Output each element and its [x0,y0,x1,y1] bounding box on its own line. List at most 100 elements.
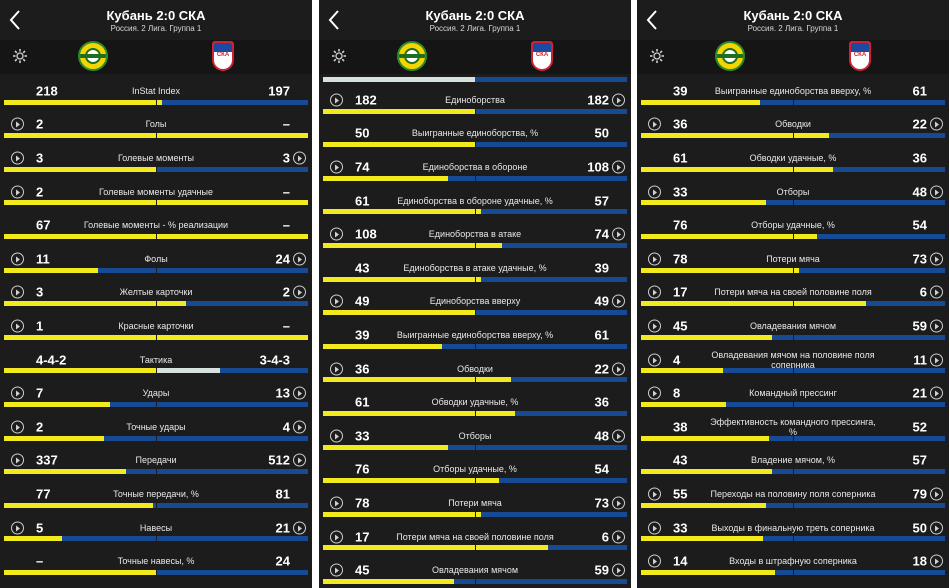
play-home-icon[interactable] [11,185,24,199]
stat-label: Выходы в финальную треть соперника [711,522,875,533]
play-away-icon[interactable] [612,563,625,577]
play-away-icon[interactable] [930,386,943,400]
play-home-icon[interactable] [648,285,661,299]
play-away-icon[interactable] [293,420,306,434]
bar-center-mark [156,400,157,408]
home-share-fill [641,233,818,239]
away-share-fill [499,478,627,484]
divider [312,0,319,588]
home-share-fill [641,536,763,542]
play-home-icon[interactable] [648,117,661,131]
gear-icon[interactable] [331,48,347,64]
bar-center-mark [475,544,476,552]
play-away-icon[interactable] [612,227,625,241]
play-away-icon[interactable] [293,521,306,535]
team-logos-bar: СКА [319,40,631,74]
play-home-icon[interactable] [648,185,661,199]
away-value: 36 [912,150,927,166]
play-home-icon[interactable] [11,420,24,434]
home-value: 45 [355,562,370,578]
play-away-icon[interactable] [612,294,625,308]
stat-row: 5 Навесы 21 [0,511,312,545]
away-value: 11 [913,352,927,368]
play-away-icon[interactable] [612,530,625,544]
home-share-fill [323,578,454,584]
play-home-icon[interactable] [330,294,343,308]
play-away-icon[interactable] [612,160,625,174]
play-home-icon[interactable] [330,227,343,241]
comparison-bar [323,275,627,283]
gear-icon[interactable] [649,48,665,64]
play-away-icon[interactable] [930,185,943,199]
play-home-icon[interactable] [648,353,661,367]
play-home-icon[interactable] [330,93,343,107]
play-home-icon[interactable] [330,362,343,376]
away-share-fill [511,377,627,383]
play-home-icon[interactable] [330,429,343,443]
header: Кубань 2:0 СКА Россия. 2 Лига. Группа 1 [319,0,631,40]
play-away-icon[interactable] [612,496,625,510]
back-arrow-icon[interactable] [645,9,665,31]
play-home-icon[interactable] [11,285,24,299]
away-share-fill [514,410,627,416]
stat-label: Точные передачи, % [113,488,199,499]
gear-icon[interactable] [12,48,28,64]
play-away-icon[interactable] [930,487,943,501]
home-share-fill [323,242,503,248]
play-away-icon[interactable] [930,117,943,131]
play-home-icon[interactable] [330,563,343,577]
play-home-icon[interactable] [11,453,24,467]
play-home-icon[interactable] [648,487,661,501]
away-value: 182 [587,92,609,108]
play-away-icon[interactable] [293,252,306,266]
home-share-fill [641,368,724,374]
play-away-icon[interactable] [612,93,625,107]
away-share-fill [98,267,308,273]
play-home-icon[interactable] [11,151,24,165]
back-arrow-icon[interactable] [8,9,28,31]
play-home-icon[interactable] [330,160,343,174]
play-home-icon[interactable] [648,386,661,400]
home-share-fill [323,310,475,316]
bar-center-mark [475,275,476,283]
play-home-icon[interactable] [648,319,661,333]
play-away-icon[interactable] [930,353,943,367]
play-away-icon[interactable] [293,386,306,400]
stat-label: Единоборства вверху [429,296,521,307]
home-value: 43 [673,452,688,468]
play-home-icon[interactable] [648,252,661,266]
back-arrow-icon[interactable] [327,9,347,31]
away-share-fill [723,368,945,374]
play-home-icon[interactable] [11,252,24,266]
play-away-icon[interactable] [612,362,625,376]
play-away-icon[interactable] [930,554,943,568]
play-away-icon[interactable] [930,319,943,333]
play-away-icon[interactable] [293,285,306,299]
play-home-icon[interactable] [11,521,24,535]
bar-center-mark [156,333,157,341]
play-home-icon[interactable] [648,554,661,568]
home-share-fill [4,569,156,575]
play-home-icon[interactable] [330,496,343,510]
play-home-icon[interactable] [11,117,24,131]
play-away-icon[interactable] [930,521,943,535]
stat-label: Выигранные единоборства вверху, % [714,85,872,96]
away-value: 54 [594,461,609,477]
play-away-icon[interactable] [930,252,943,266]
bar-center-mark [475,174,476,182]
play-away-icon[interactable] [930,285,943,299]
away-value: 22 [912,116,927,132]
comparison-bar [4,501,308,509]
away-value: 73 [912,251,927,267]
stat-row: 45 Овладевания мячом 59 [319,553,631,587]
play-home-icon[interactable] [11,386,24,400]
comparison-bar [641,300,945,308]
play-away-icon[interactable] [612,429,625,443]
bar-center-mark [156,367,157,375]
play-home-icon[interactable] [11,319,24,333]
play-home-icon[interactable] [648,521,661,535]
play-away-icon[interactable] [293,453,306,467]
play-home-icon[interactable] [330,530,343,544]
stat-row: 33 Отборы 48 [637,175,949,209]
play-away-icon[interactable] [293,151,306,165]
